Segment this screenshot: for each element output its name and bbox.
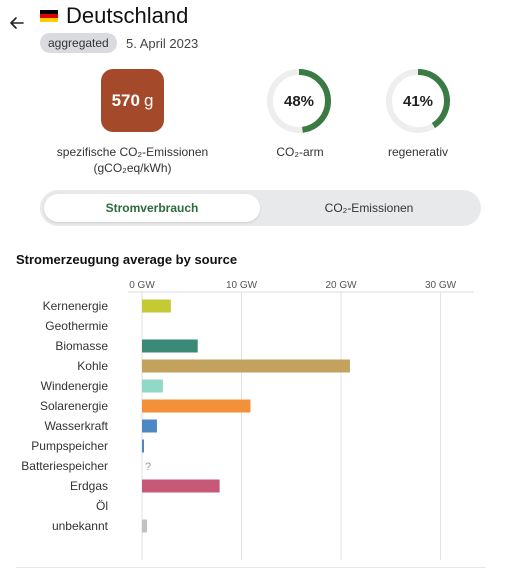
category-label: Pumpspeicher	[31, 439, 108, 453]
category-label: Windenergie	[41, 379, 109, 393]
aggregated-badge: aggregated	[40, 33, 117, 53]
renewable-label: regenerativ	[387, 145, 449, 159]
view-toggle: Stromverbrauch CO₂-Emissionen	[40, 190, 481, 226]
carbon-intensity-unit: g	[143, 90, 154, 110]
missing-value-marker: ?	[145, 461, 151, 473]
tab-stromverbrauch[interactable]: Stromverbrauch	[44, 194, 260, 222]
bar	[142, 339, 198, 353]
bar	[142, 419, 157, 433]
bar	[142, 399, 251, 413]
bar	[142, 299, 171, 313]
carbon-intensity-box: 570 g	[101, 69, 164, 132]
bar	[142, 439, 144, 453]
category-label: Wasserkraft	[44, 419, 108, 433]
carbon-intensity-value: 570	[111, 90, 140, 110]
source-bar-chart: 0 GW 10 GW 20 GW 30 GW Kernenergie Geothermie…	[21, 280, 474, 560]
category-label: Solarenergie	[40, 399, 108, 413]
category-label: Geothermie	[45, 319, 108, 333]
back-arrow-icon[interactable]	[8, 14, 26, 32]
germany-flag-icon	[40, 10, 58, 22]
page-title: Deutschland	[66, 3, 189, 28]
renewable-percent: 41%	[402, 92, 434, 110]
category-label: Erdgas	[70, 479, 108, 493]
bar	[142, 379, 163, 393]
bar	[142, 479, 220, 493]
bottom-divider	[16, 567, 486, 568]
category-label: Öl	[96, 499, 108, 513]
low-carbon-percent: 48%	[283, 92, 315, 110]
x-tick-label: 20 GW	[325, 280, 357, 291]
bar	[142, 519, 147, 533]
carbon-intensity-label-line2: (gCO₂eq/kWh)	[93, 161, 172, 175]
category-label: Kohle	[77, 359, 108, 373]
renewable-ring	[386, 69, 450, 133]
x-tick-label: 30 GW	[425, 280, 457, 291]
carbon-intensity-label: spezifische CO₂-Emissionen (gCO₂eq/kWh)	[40, 144, 225, 176]
date-label: 5. April 2023	[126, 36, 199, 51]
category-label: Batteriespeicher	[21, 459, 108, 473]
carbon-intensity-label-line1: spezifische CO₂-Emissionen	[56, 145, 209, 159]
tab-co2-emissionen[interactable]: CO₂-Emissionen	[324, 201, 414, 215]
x-tick-label: 0 GW	[129, 280, 155, 291]
x-tick-label: 10 GW	[226, 280, 258, 291]
category-label: Kernenergie	[43, 299, 109, 313]
chart-title: Stromerzeugung average by source	[16, 252, 238, 267]
low-carbon-label: CO₂-arm	[276, 145, 324, 159]
category-label: Biomasse	[55, 339, 108, 353]
category-label: unbekannt	[52, 519, 109, 533]
bar	[142, 359, 350, 373]
low-carbon-ring	[267, 69, 331, 133]
header: Deutschland aggregated 5. April 2023	[0, 0, 505, 60]
